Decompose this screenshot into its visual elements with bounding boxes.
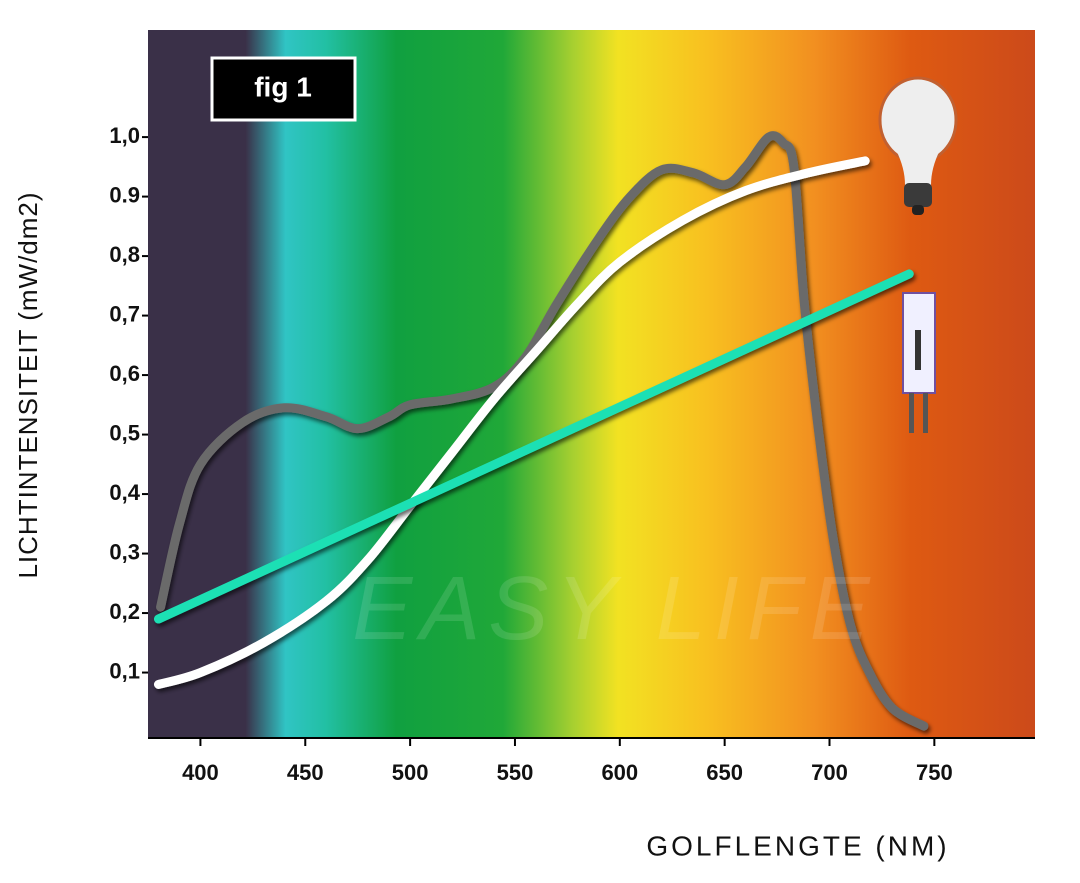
y-tick-label: 0.9 [109,182,140,207]
plot-area [153,131,929,731]
y-axis-label: LICHTINTENSITEIT (mW/dm2) [13,191,43,578]
x-tick-label: 600 [601,760,638,785]
x-tick-label: 750 [916,760,953,785]
y-tick-label: 0,5 [109,420,140,445]
bulb-icon [878,76,958,215]
series-line [156,131,929,731]
badge-box [210,56,357,122]
x-tick-label: 400 [182,760,219,785]
y-tick-label: 0,6 [109,361,140,386]
y-tick-label: 0,2 [109,599,140,624]
x-tick-label: 700 [811,760,848,785]
y-tick-label: 0,3 [109,539,140,564]
series-line [153,156,870,689]
x-tick-label: 550 [497,760,534,785]
y-tick-label: 0,1 [109,658,140,683]
y-tick-label: 0,7 [109,301,140,326]
badge: fig 1 [254,71,312,102]
y-tick-label: 1,0 [109,123,140,148]
lamp-icon [902,292,936,433]
watermark: EASY LIFE [352,559,878,659]
y-tick-label: 0,4 [109,480,140,505]
x-tick-label: 650 [706,760,743,785]
series-line [153,269,914,624]
x-tick-label: 450 [287,760,324,785]
x-axis-label: GOLFLENGTE (NM) [646,830,949,861]
y-tick-label: 0,8 [109,242,140,267]
x-tick-label: 500 [392,760,429,785]
